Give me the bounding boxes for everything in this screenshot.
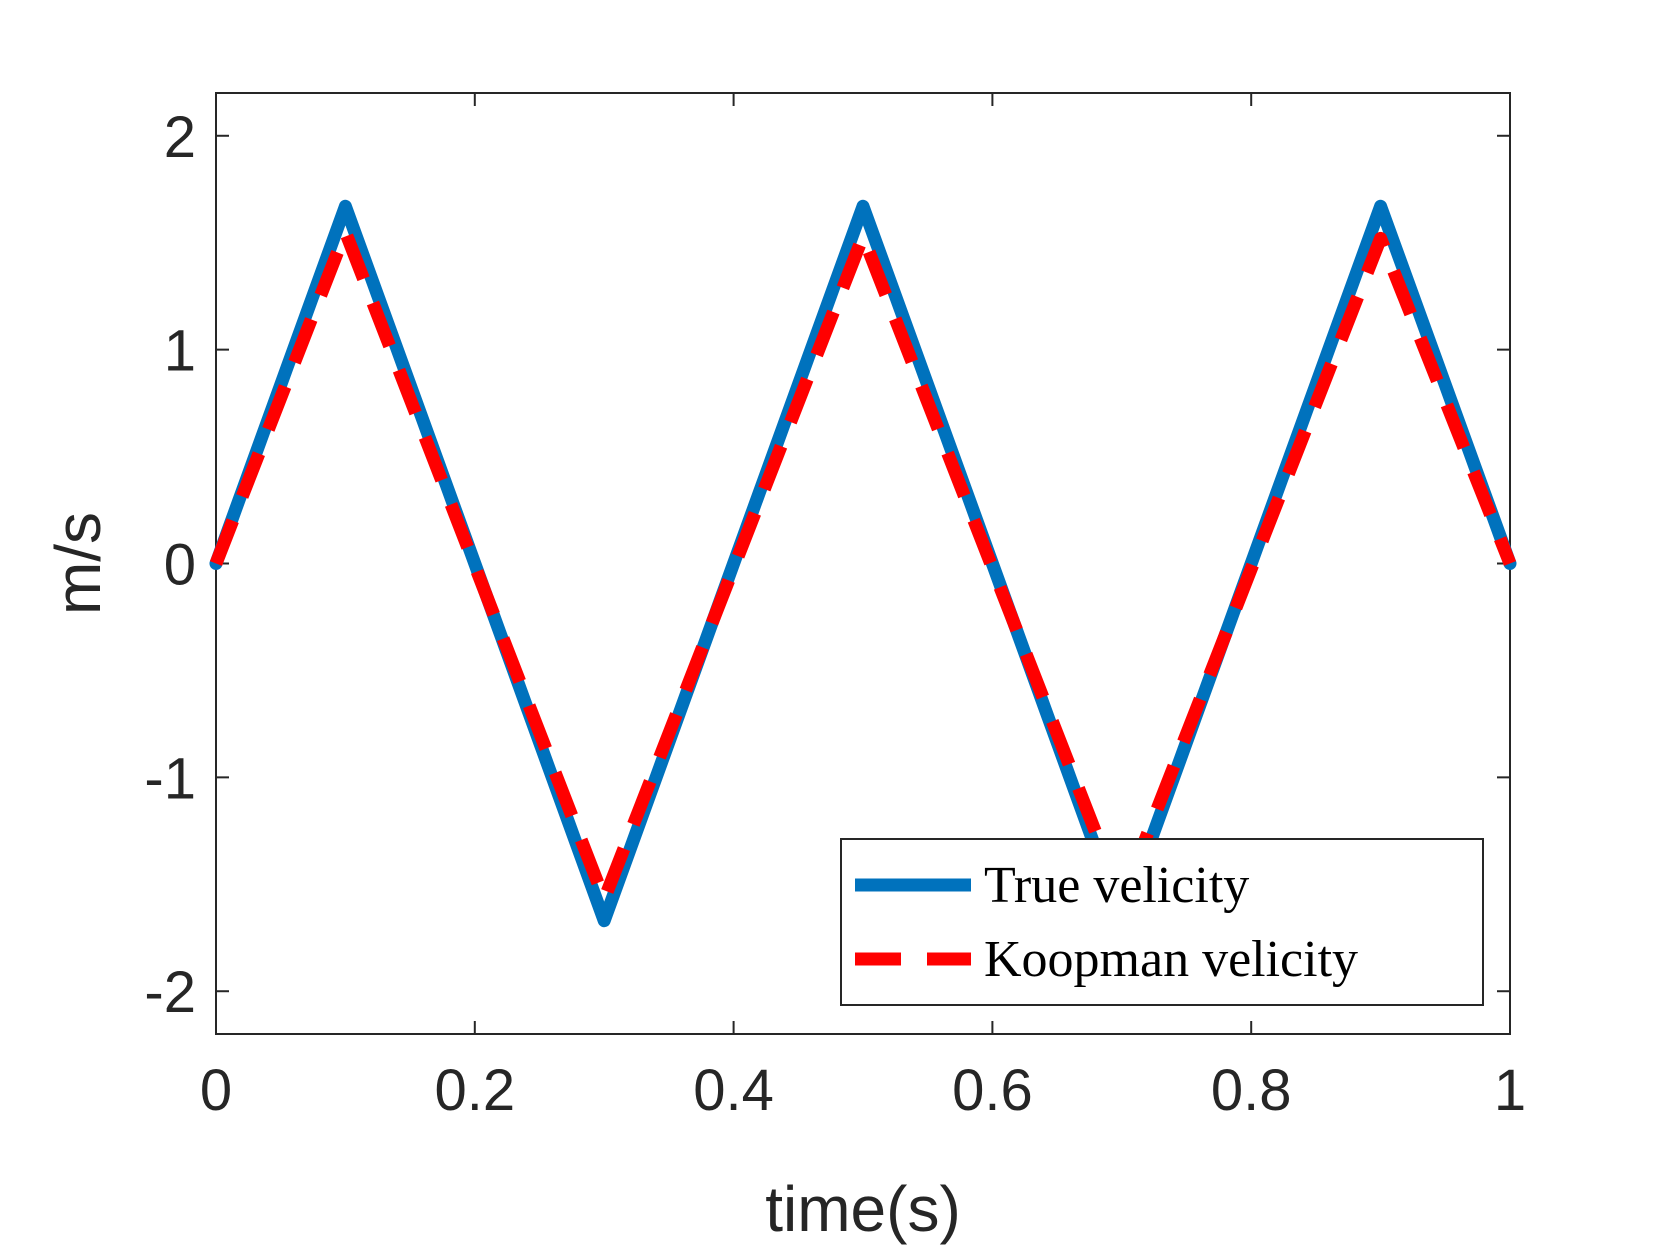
series-line-true-velocity <box>209 199 1517 928</box>
y-tick-label: 2 <box>164 105 196 170</box>
x-tick-label: 0.2 <box>434 1058 515 1123</box>
x-axis-title: time(s) <box>765 1173 961 1245</box>
y-axis-title: m/s <box>42 512 114 615</box>
legend-label-true-velocity: True velicity <box>984 857 1249 914</box>
x-tick-label: 0.6 <box>952 1058 1033 1123</box>
y-tick-label: -2 <box>144 960 196 1025</box>
x-tick-label: 0.4 <box>693 1058 774 1123</box>
x-tick-label: 0.8 <box>1211 1058 1292 1123</box>
x-tick-label: 1 <box>1494 1058 1526 1123</box>
x-tick-label: 0 <box>200 1058 232 1123</box>
series-line-koopman-velocity <box>209 225 1517 906</box>
series-group <box>209 199 1517 928</box>
series-clip-group <box>209 199 1517 928</box>
y-tick-label: 1 <box>164 319 196 384</box>
tick-labels: 0 0.2 0.4 0.6 0.8 1 -2 -1 0 1 2 <box>144 105 1526 1123</box>
legend: True velicity Koopman velicity <box>840 838 1484 1006</box>
y-tick-label: -1 <box>144 746 196 811</box>
legend-label-koopman-velocity: Koopman velicity <box>984 931 1358 988</box>
legend-box <box>840 838 1484 1006</box>
y-tick-label: 0 <box>164 533 196 598</box>
